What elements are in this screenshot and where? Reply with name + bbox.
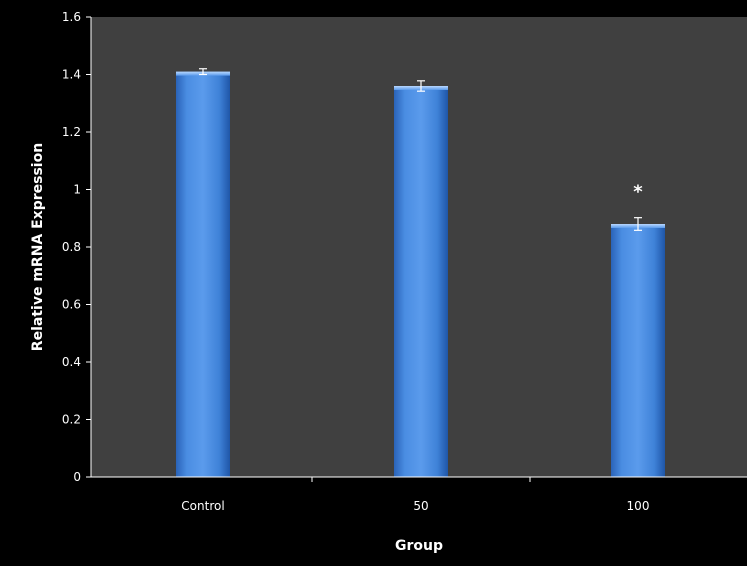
significance-marker: *	[633, 182, 643, 203]
x-tick-label: 100	[627, 499, 650, 513]
bar-control	[176, 71, 230, 477]
axes-layer	[86, 16, 747, 482]
bars-layer	[176, 68, 665, 477]
x-tick-label: Control	[181, 499, 224, 513]
y-tick-label: 1	[73, 183, 81, 197]
y-axis-title: Relative mRNA Expression	[30, 143, 46, 351]
bar-100	[611, 224, 665, 477]
y-tick-label: 1.4	[62, 68, 81, 82]
y-tick-label: 0	[73, 470, 81, 484]
x-axis-title: Group	[395, 538, 443, 554]
y-tick-label: 0.2	[62, 413, 81, 427]
x-tick-label: 50	[413, 499, 428, 513]
y-tick-label: 0.6	[62, 298, 81, 312]
y-tick-label: 1.6	[62, 10, 81, 24]
labels-layer: Control 50 100 * 0 0.2 0.4 0.6 0.8 1 1.2 1.4 1.6	[62, 10, 650, 513]
y-tick-label: 0.4	[62, 355, 81, 369]
y-tick-label: 0.8	[62, 240, 81, 254]
bar-50	[394, 86, 448, 477]
y-tick-label: 1.2	[62, 125, 81, 139]
